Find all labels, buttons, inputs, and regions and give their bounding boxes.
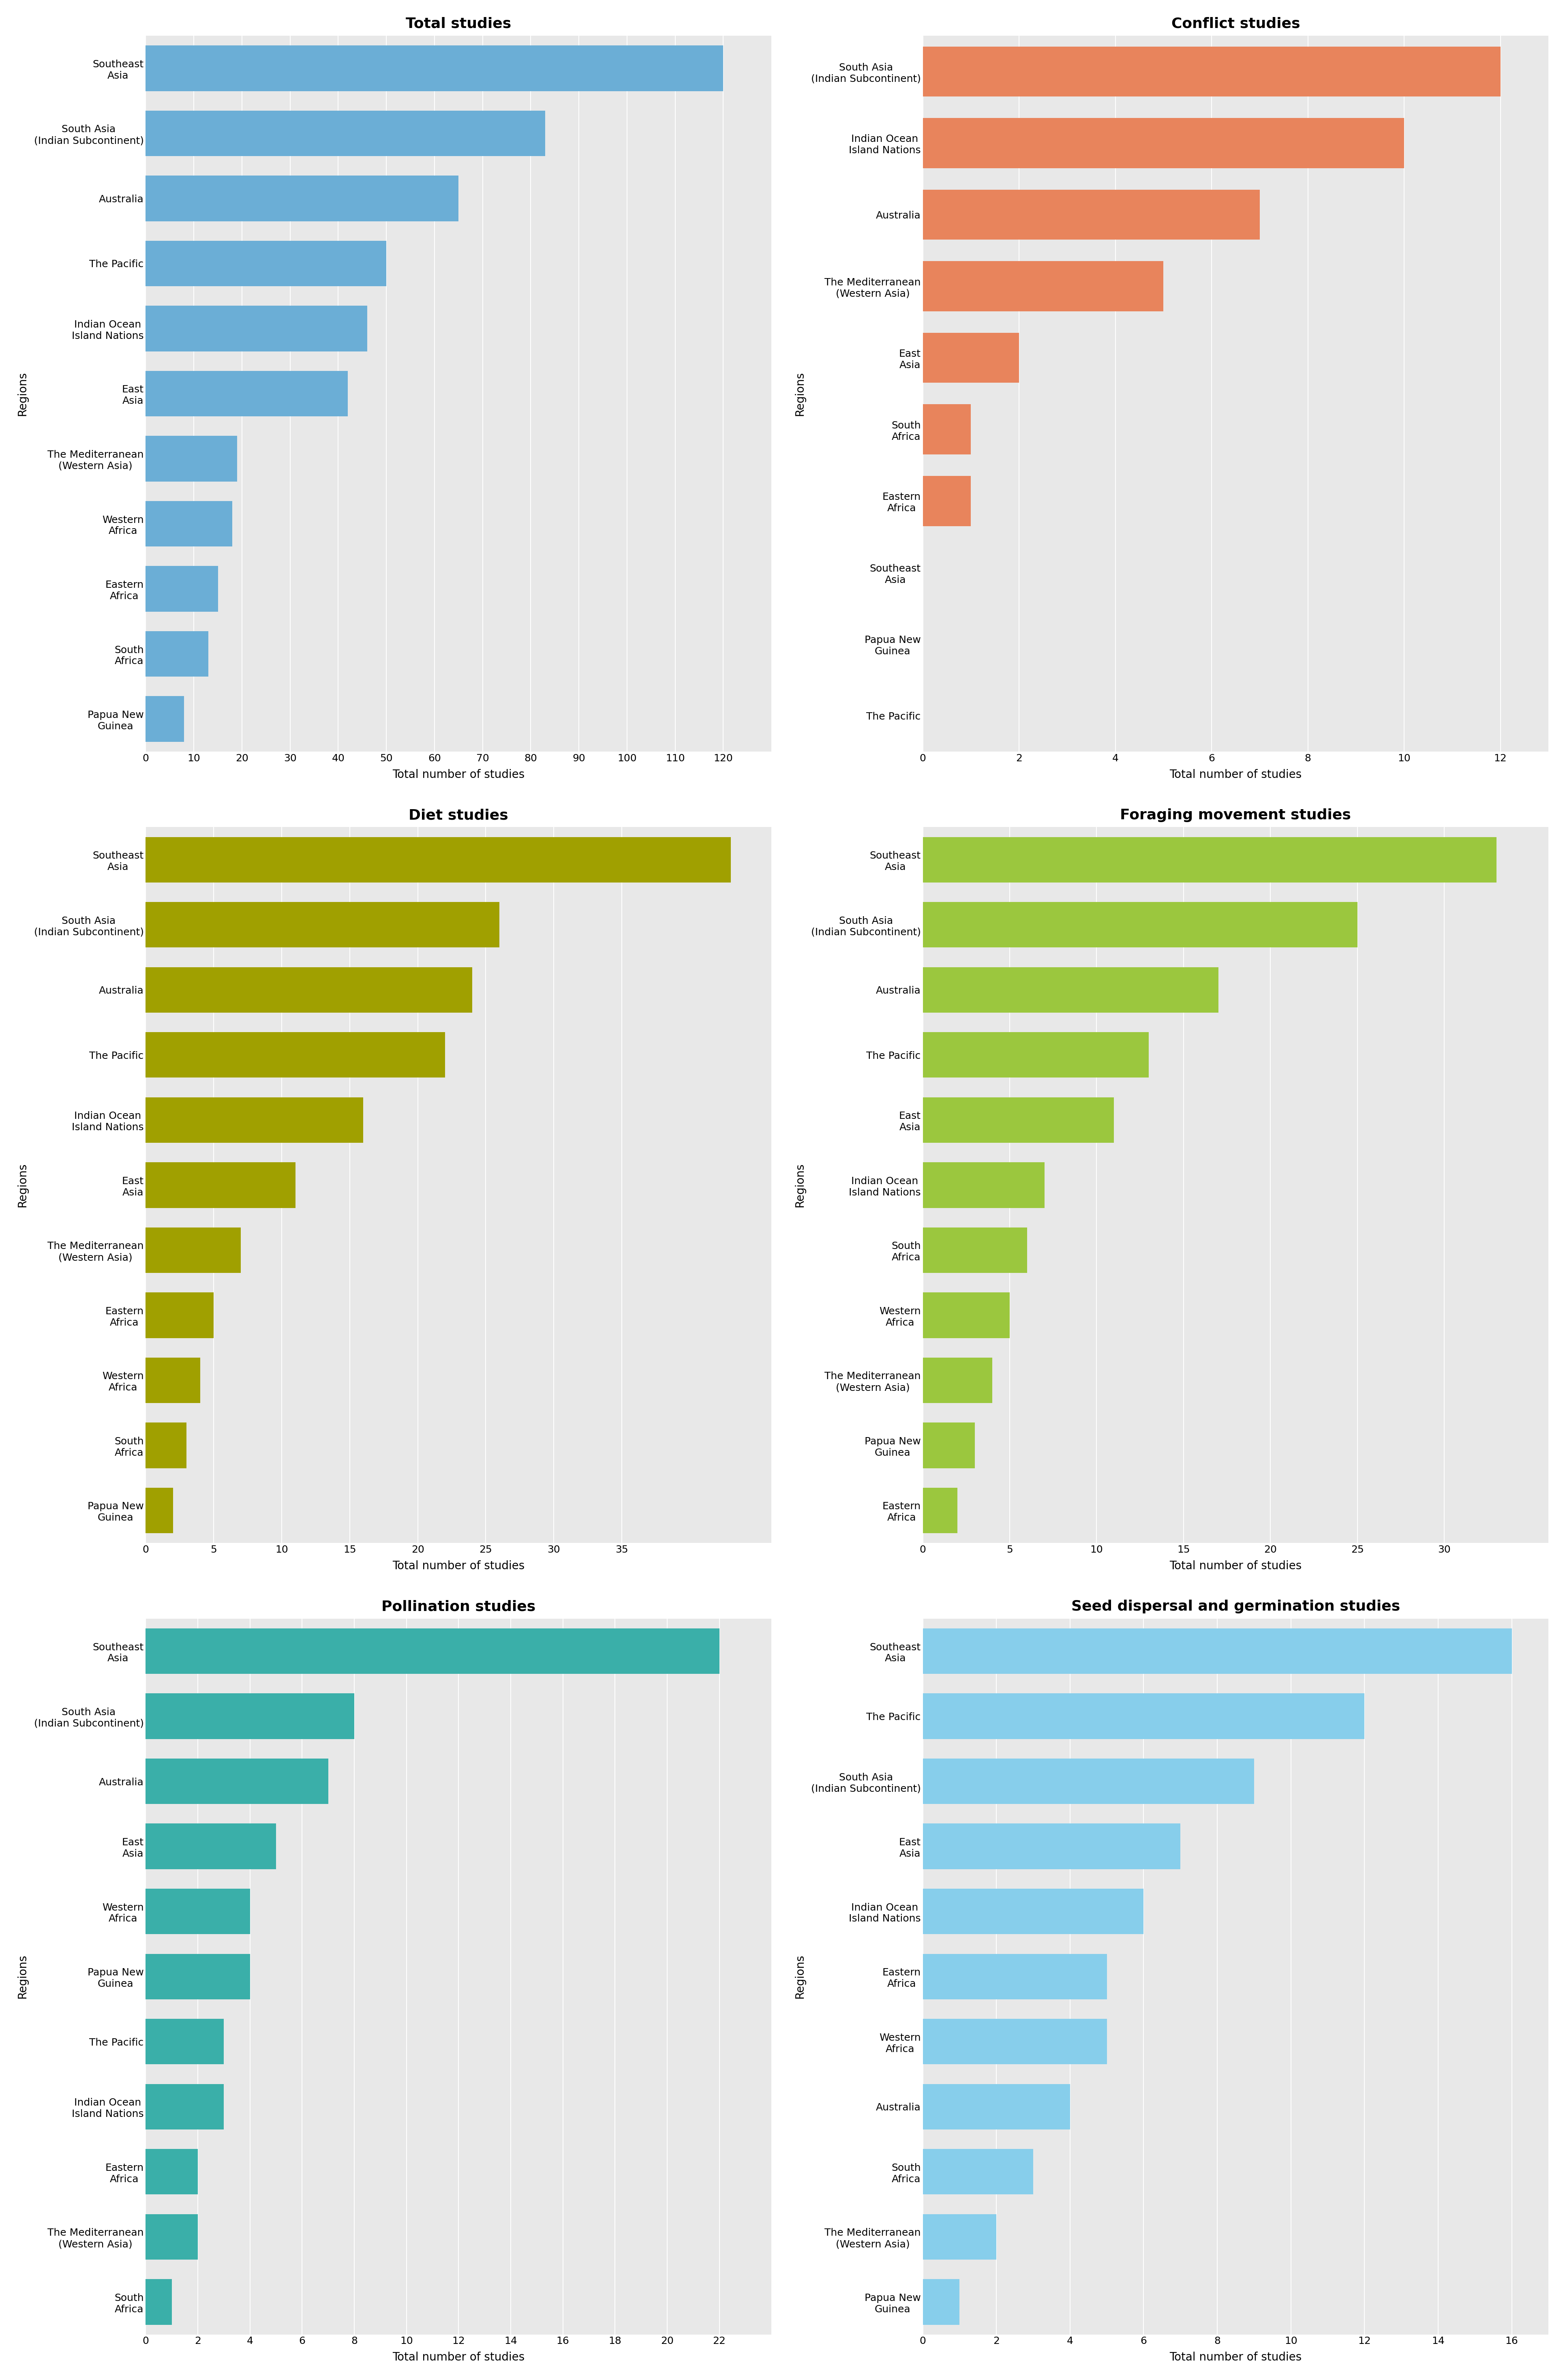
Bar: [146, 1823, 275, 1868]
Title: Foraging movement studies: Foraging movement studies: [1121, 809, 1351, 821]
Bar: [922, 48, 1499, 98]
Title: Seed dispersal and germination studies: Seed dispersal and germination studies: [1070, 1599, 1399, 1614]
Bar: [146, 1759, 329, 1804]
Bar: [922, 333, 1019, 383]
Bar: [146, 1161, 296, 1207]
Title: Conflict studies: Conflict studies: [1171, 17, 1299, 31]
Bar: [922, 902, 1357, 947]
Bar: [146, 1097, 363, 1142]
X-axis label: Total number of studies: Total number of studies: [1169, 769, 1302, 781]
Bar: [922, 2149, 1033, 2194]
Bar: [922, 1759, 1254, 1804]
Bar: [146, 1890, 250, 1935]
Bar: [146, 1292, 214, 1338]
Bar: [922, 1890, 1144, 1935]
X-axis label: Total number of studies: Total number of studies: [1169, 2351, 1302, 2363]
Bar: [146, 566, 218, 612]
Bar: [146, 631, 208, 676]
Bar: [146, 45, 723, 90]
Y-axis label: Regions: Regions: [17, 371, 28, 416]
X-axis label: Total number of studies: Total number of studies: [393, 1561, 524, 1571]
Bar: [922, 1033, 1149, 1078]
Bar: [922, 476, 970, 526]
Bar: [922, 1954, 1106, 1999]
Bar: [922, 405, 970, 455]
X-axis label: Total number of studies: Total number of studies: [1169, 1561, 1302, 1571]
Y-axis label: Regions: Regions: [793, 1164, 804, 1207]
Bar: [146, 1228, 241, 1273]
X-axis label: Total number of studies: Total number of studies: [393, 769, 524, 781]
Bar: [922, 119, 1404, 169]
Bar: [922, 1695, 1365, 1740]
Bar: [146, 2280, 172, 2325]
Bar: [146, 1628, 718, 1673]
Bar: [146, 1423, 186, 1468]
Bar: [146, 2149, 197, 2194]
Bar: [922, 190, 1260, 240]
Bar: [922, 2085, 1070, 2130]
Bar: [146, 902, 499, 947]
Bar: [146, 1033, 444, 1078]
Y-axis label: Regions: Regions: [17, 1954, 28, 1999]
Bar: [146, 1357, 200, 1404]
Bar: [922, 1823, 1180, 1868]
Bar: [922, 1628, 1512, 1673]
Bar: [146, 2213, 197, 2259]
Title: Pollination studies: Pollination studies: [382, 1599, 535, 1614]
Bar: [146, 966, 473, 1012]
Bar: [146, 1954, 250, 1999]
Bar: [922, 1228, 1027, 1273]
Bar: [922, 1357, 992, 1404]
Bar: [922, 2280, 959, 2325]
Bar: [922, 1292, 1009, 1338]
Bar: [146, 436, 236, 481]
X-axis label: Total number of studies: Total number of studies: [393, 2351, 524, 2363]
Y-axis label: Regions: Regions: [793, 371, 804, 416]
Bar: [922, 2018, 1106, 2063]
Bar: [146, 1488, 172, 1533]
Bar: [146, 2085, 224, 2130]
Bar: [922, 262, 1163, 312]
Bar: [146, 500, 232, 547]
Bar: [922, 1097, 1114, 1142]
Bar: [146, 1695, 354, 1740]
Bar: [922, 966, 1218, 1012]
Bar: [146, 109, 545, 157]
Bar: [922, 1488, 958, 1533]
Y-axis label: Regions: Regions: [793, 1954, 804, 1999]
Title: Total studies: Total studies: [405, 17, 512, 31]
Bar: [146, 176, 459, 221]
Title: Diet studies: Diet studies: [408, 809, 509, 821]
Bar: [146, 697, 185, 743]
Bar: [146, 305, 368, 352]
Bar: [922, 2213, 995, 2259]
Bar: [146, 2018, 224, 2063]
Bar: [922, 1161, 1044, 1207]
Bar: [922, 838, 1496, 883]
Bar: [922, 1423, 975, 1468]
Y-axis label: Regions: Regions: [17, 1164, 28, 1207]
Bar: [146, 240, 387, 286]
Bar: [146, 838, 731, 883]
Bar: [146, 371, 347, 416]
